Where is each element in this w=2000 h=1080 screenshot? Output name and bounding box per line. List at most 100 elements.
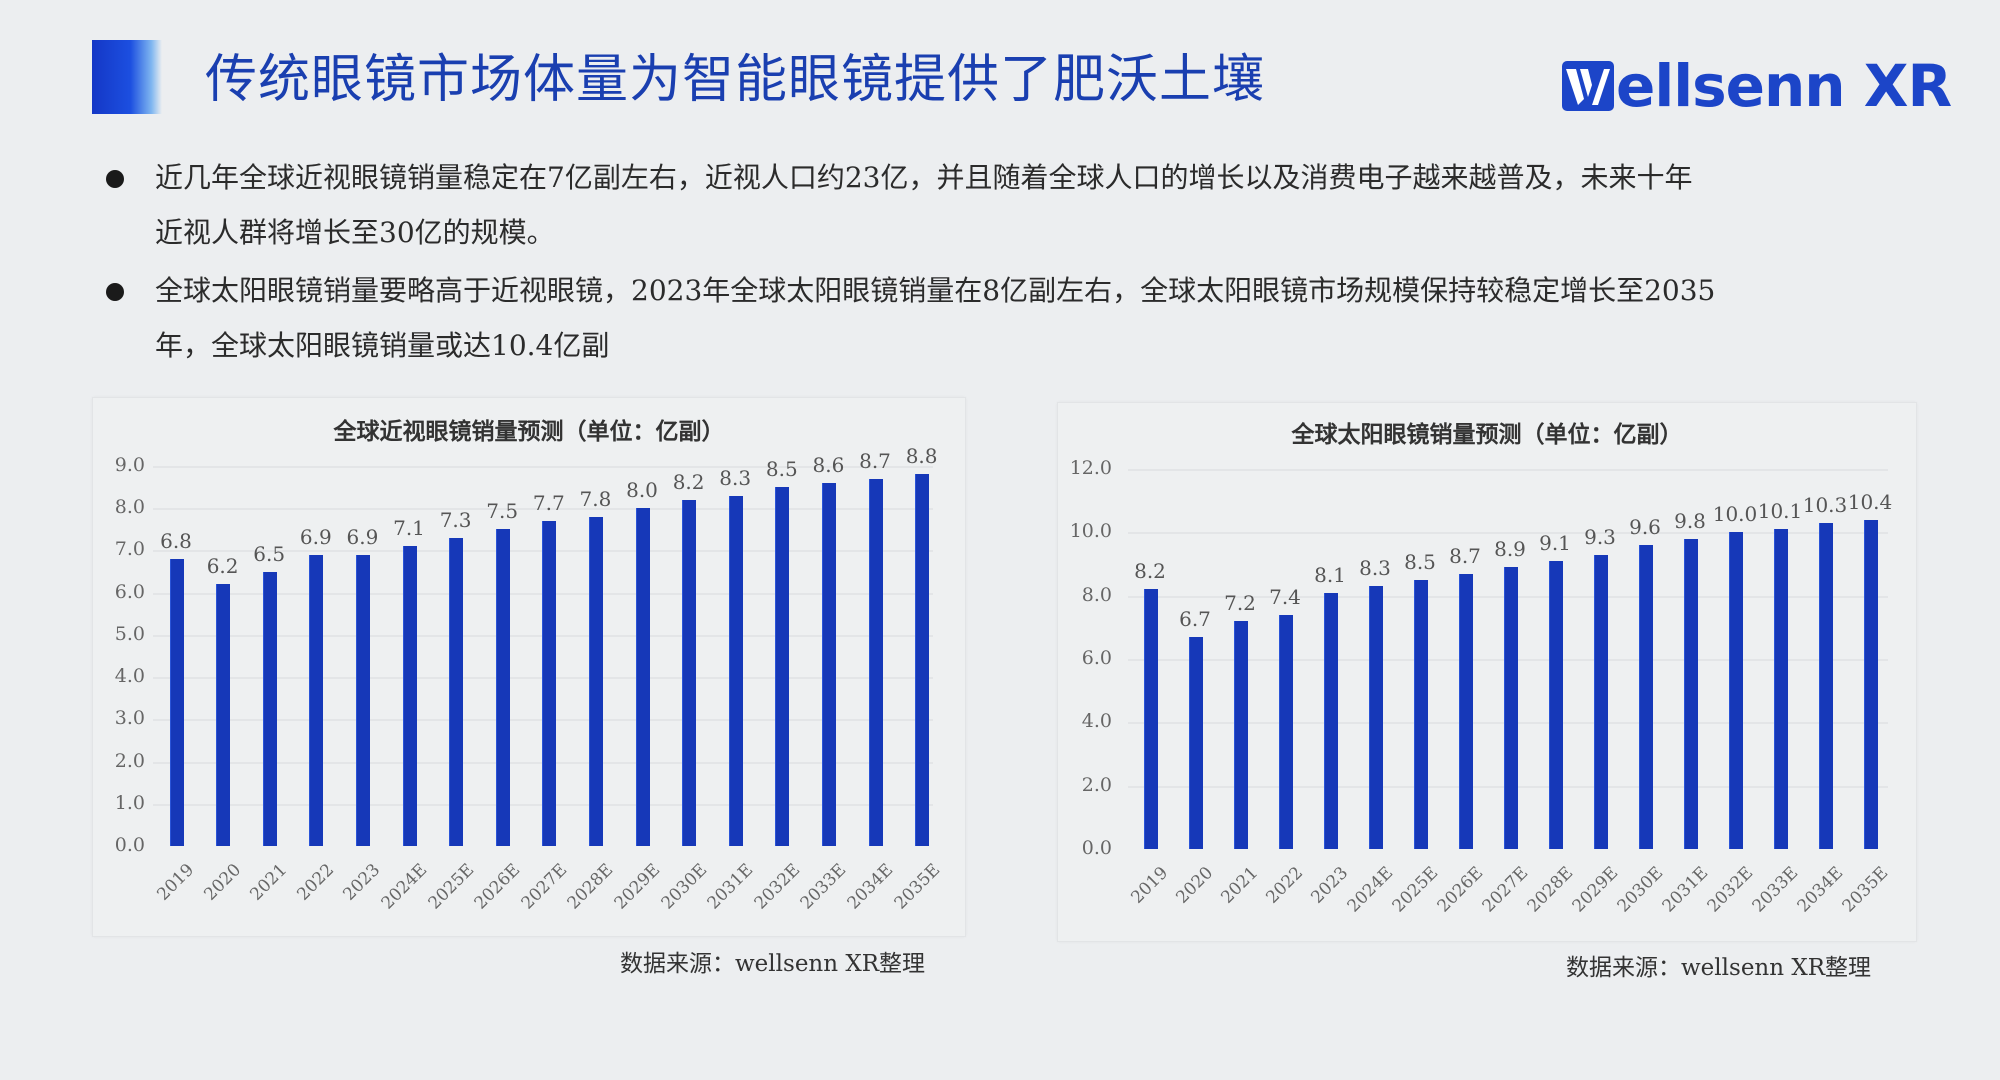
bar [262,571,277,846]
y-axis-tick: 3.0 [114,707,145,730]
bar-value-label: 6.9 [299,524,332,549]
myopia-glasses-chart: 全球近视眼镜销量预测（单位：亿副） 0.0 1.0 2.0 3.0 4.0 5.0 6.0 7… [92,397,966,937]
bar [1818,522,1833,849]
bar-value-label: 7.1 [393,516,425,541]
bar-value-label: 8.7 [859,448,891,473]
bullet-text-line: 近视人群将增长至30亿的规模。 [155,216,555,249]
bar [1323,592,1338,849]
bar-value-label: 8.6 [812,452,845,477]
bar [1458,573,1473,849]
bar [868,478,883,846]
bar-value-label: 8.9 [1494,537,1526,562]
bar [1188,636,1203,849]
y-axis-tick: 0.0 [114,834,145,856]
bar [1503,567,1518,849]
bar [402,546,417,846]
logo-w-mark-icon [1562,61,1614,111]
bar-value-label: 8.0 [626,478,658,503]
bar [1548,560,1563,849]
bar-value-label: 8.1 [1314,562,1346,587]
bar-value-label: 6.9 [346,524,379,549]
y-axis-tick: 8.0 [1081,583,1112,606]
logo-text: ellsenn XR [1616,52,1952,120]
bullet-text-line: 近几年全球近视眼镜销量稳定在7亿副左右，近视人口约23亿，并且随着全球人口的增长… [155,161,1693,194]
bar-value-label: 7.7 [532,490,565,515]
y-axis-tick: 4.0 [114,665,145,688]
bar [495,529,510,846]
bar-value-label: 9.8 [1674,508,1706,533]
bar [728,495,743,846]
bar-value-label: 9.3 [1584,524,1616,549]
bar [355,554,370,846]
bullet-list: 近几年全球近视眼镜销量稳定在7亿副左右，近视人口约23亿，并且随着全球人口的增长… [100,150,1900,376]
bullet-item: 全球太阳眼镜销量要略高于近视眼镜，2023年全球太阳眼镜销量在8亿副左右，全球太… [100,263,1900,373]
page-title: 传统眼镜市场体量为智能眼镜提供了肥沃土壤 [205,50,1266,110]
bar-value-label: 8.3 [1359,556,1391,581]
bar-value-label: 8.3 [719,465,752,490]
y-axis-tick: 2.0 [114,749,145,772]
bar-value-label: 6.5 [253,541,286,566]
chart-source: 数据来源：wellsenn XR整理 [620,951,926,977]
bar [1683,538,1698,849]
bar [588,516,603,846]
bar-value-label: 7.8 [579,486,612,511]
y-axis-tick: 5.0 [114,622,145,645]
bar [542,520,557,846]
bar-value-label: 7.2 [1224,591,1256,615]
bar [682,499,697,846]
bar-value-label: 6.2 [206,554,239,579]
bar-value-label: 8.8 [905,444,938,469]
y-axis-tick: 0.0 [1081,837,1112,859]
title-accent-block [92,40,162,114]
bar [449,537,464,846]
bar [216,584,231,846]
bar-value-label: 8.2 [1134,559,1166,584]
bullet-text-line: 全球太阳眼镜销量要略高于近视眼镜，2023年全球太阳眼镜销量在8亿副左右，全球太… [155,274,1716,307]
gridline [153,508,933,511]
chart-title: 全球近视眼镜销量预测（单位：亿副） [333,419,725,445]
y-axis-tick: 4.0 [1081,710,1112,733]
y-axis-tick: 12.0 [1069,457,1112,479]
bar [775,487,790,846]
y-axis-tick: 8.0 [114,496,145,519]
bar-value-label: 8.5 [1404,549,1436,574]
wellsenn-logo: ellsenn XR [1562,52,1952,120]
bar-value-label: 8.5 [765,457,798,482]
chart-source: 数据来源：wellsenn XR整理 [1566,955,1872,981]
bar [309,554,324,846]
bar-value-label: 6.7 [1179,606,1211,631]
bar-value-label: 10.3 [1802,492,1848,517]
bullet-item: 近几年全球近视眼镜销量稳定在7亿副左右，近视人口约23亿，并且随着全球人口的增长… [100,150,1900,260]
gridline [153,466,933,468]
bar [1368,586,1383,849]
bar [1593,554,1608,849]
y-axis-tick: 10.0 [1069,520,1112,543]
y-axis-tick: 7.0 [114,538,145,561]
bar [169,558,184,846]
bullet-dot-icon [106,170,124,188]
bullet-text-line: 年，全球太阳眼镜销量或达10.4亿副 [155,329,610,362]
gridline [1128,532,1888,535]
bar-value-label: 9.6 [1629,515,1661,539]
bar-value-label: 7.4 [1269,584,1301,609]
y-axis-tick: 9.0 [114,454,145,476]
bar-value-label: 10.1 [1757,499,1803,524]
bar-value-label: 10.4 [1847,489,1893,514]
bar [915,474,930,846]
bullet-dot-icon [106,283,124,301]
sunglasses-chart: 全球太阳眼镜销量预测（单位：亿副） 0.0 2.0 4.0 6.0 8.0 10.0 12.… [1057,402,1917,942]
bar-value-label: 7.5 [486,499,519,524]
bar [1143,589,1158,849]
y-axis-tick: 6.0 [114,580,145,603]
bar-value-label: 8.2 [672,469,705,494]
bar [1863,519,1878,849]
bar [635,508,650,846]
bar [1413,579,1428,849]
bar [1728,532,1743,849]
bar [1638,545,1653,849]
y-axis-tick: 1.0 [114,791,145,814]
bar [821,482,836,846]
bar [1278,614,1293,849]
bar [1233,621,1248,849]
bar-value-label: 8.7 [1449,543,1481,568]
